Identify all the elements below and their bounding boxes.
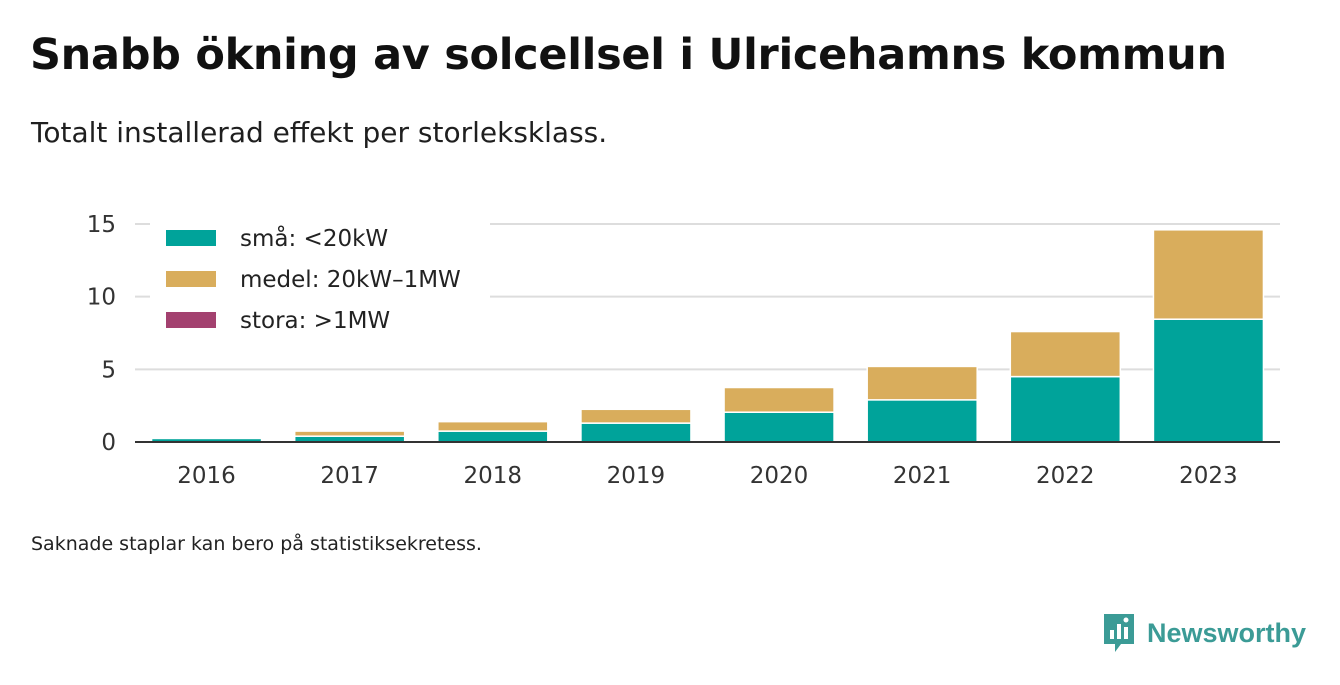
y-tick-label: 15 — [87, 212, 116, 238]
x-tick-label: 2018 — [464, 463, 523, 489]
brand-name: Newsworthy — [1146, 617, 1306, 648]
bar-segment-medel — [723, 386, 835, 413]
bar-segment-medel — [866, 365, 978, 401]
bar-segment-sma — [1152, 318, 1265, 443]
chart-subtitle: Totalt installerad effekt per storlekskl… — [31, 116, 608, 149]
x-tick-label: 2017 — [320, 463, 379, 489]
legend-swatch-sma — [166, 230, 216, 246]
y-tick-label: 5 — [101, 357, 116, 383]
brand-logo: Newsworthy — [1101, 612, 1306, 654]
bar-segment-sma — [1009, 375, 1122, 443]
bar-segment-medel — [293, 430, 406, 437]
bar-segment-medel — [1152, 229, 1265, 320]
bar-segment-sma — [866, 399, 978, 443]
legend-label-sma: små: <20kW — [240, 224, 388, 252]
x-tick-label: 2022 — [1036, 463, 1095, 489]
y-axis-ticks: 0 5 10 15 — [87, 212, 116, 456]
bar-segment-sma — [437, 430, 549, 443]
legend-swatch-medel — [166, 271, 216, 287]
x-tick-label: 2021 — [893, 463, 952, 489]
legend-label-stora: stora: >1MW — [240, 308, 390, 334]
bar-segment-medel — [580, 408, 692, 424]
bar-segment-medel — [150, 436, 263, 440]
x-tick-label: 2020 — [750, 463, 809, 489]
y-tick-label: 0 — [101, 430, 116, 456]
bar-segment-medel — [1009, 330, 1122, 378]
x-axis-ticks: 2016 2017 2018 2019 2020 2021 2022 2023 — [177, 463, 1237, 489]
footnote: Saknade staplar kan bero på statistiksek… — [31, 533, 482, 555]
newsworthy-logo-icon — [1103, 614, 1134, 652]
bar-segment-medel — [437, 420, 549, 432]
bar-segment-sma — [580, 422, 692, 443]
legend-swatch-stora — [166, 312, 216, 328]
bar-segment-sma — [723, 411, 835, 443]
x-tick-label: 2023 — [1179, 463, 1238, 489]
legend: små: <20kW medel: 20kW–1MW stora: >1MW — [150, 218, 490, 346]
x-tick-label: 2019 — [607, 463, 666, 489]
y-tick-label: 10 — [87, 285, 116, 311]
bars — [150, 229, 1265, 443]
chart-title: Snabb ökning av solcellsel i Ulricehamns… — [30, 30, 1227, 80]
legend-label-medel: medel: 20kW–1MW — [240, 267, 461, 293]
x-tick-label: 2016 — [177, 463, 236, 489]
